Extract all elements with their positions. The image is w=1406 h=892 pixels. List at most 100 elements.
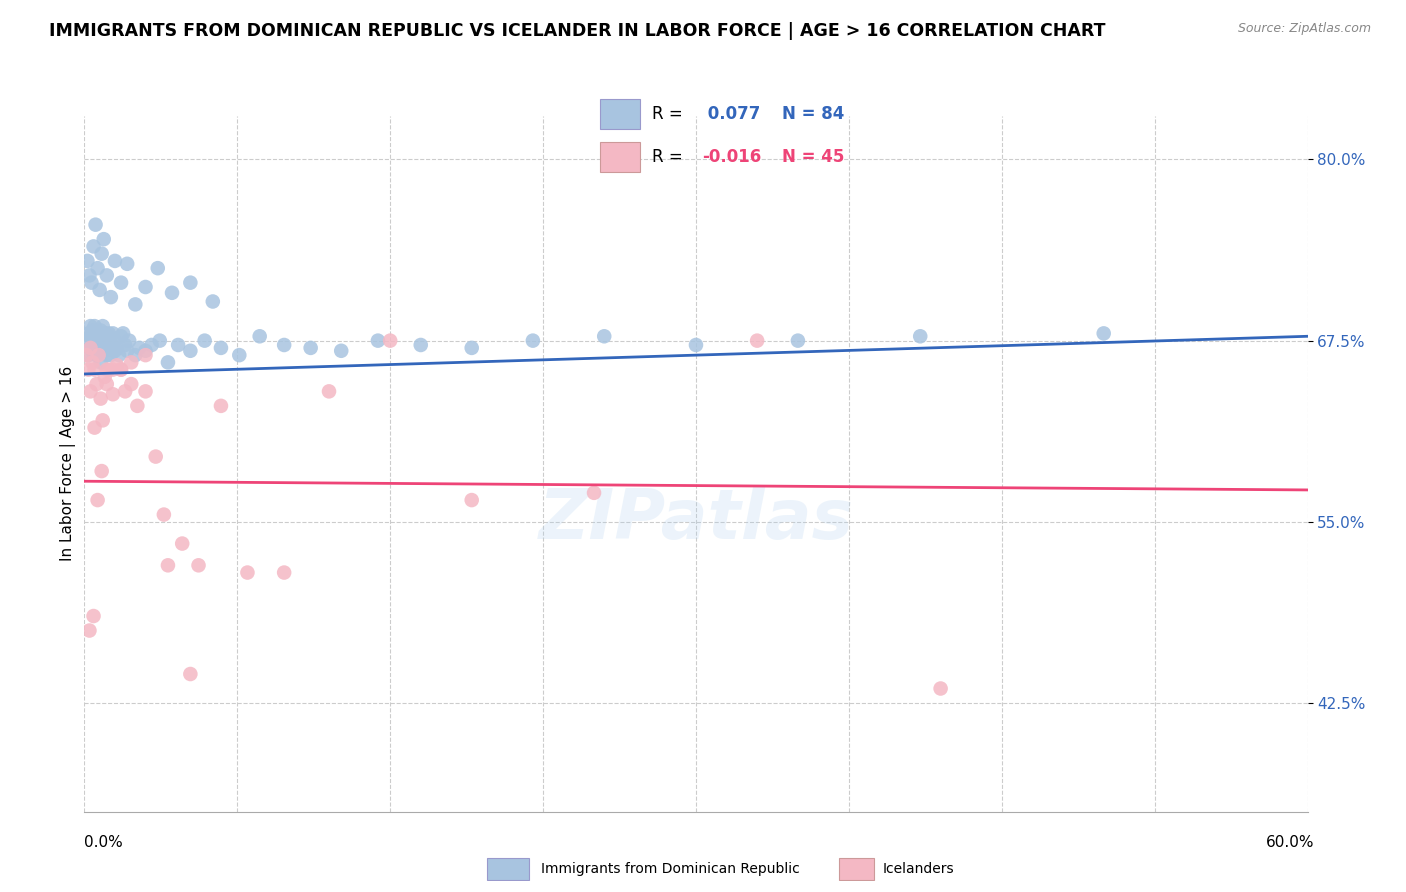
- Y-axis label: In Labor Force | Age > 16: In Labor Force | Age > 16: [60, 367, 76, 561]
- Point: [79, 268, 101, 283]
- Point: [461, 493, 484, 508]
- Point: [127, 399, 149, 413]
- Point: [128, 341, 150, 355]
- Point: [318, 384, 340, 399]
- Point: [87, 348, 110, 362]
- Point: [187, 558, 209, 573]
- Point: [179, 667, 201, 681]
- Point: [82, 343, 104, 358]
- Point: [124, 348, 146, 362]
- Point: [101, 326, 124, 341]
- Text: R =: R =: [652, 148, 689, 166]
- Text: -0.016: -0.016: [702, 148, 761, 166]
- Point: [194, 334, 217, 348]
- Point: [110, 362, 132, 376]
- Point: [76, 253, 98, 268]
- Point: [93, 232, 115, 246]
- Point: [409, 338, 432, 352]
- Point: [96, 348, 118, 362]
- Point: [110, 276, 132, 290]
- Point: [86, 261, 108, 276]
- Point: [172, 536, 194, 550]
- Point: [120, 377, 142, 392]
- Bar: [600, 98, 640, 128]
- Point: [115, 257, 138, 271]
- Point: [135, 343, 157, 358]
- Point: [124, 297, 146, 311]
- Point: [120, 355, 142, 369]
- Point: [135, 384, 157, 399]
- Point: [86, 493, 108, 508]
- Point: [522, 334, 544, 348]
- Point: [156, 558, 179, 573]
- Point: [96, 268, 118, 283]
- Point: [110, 362, 132, 376]
- Point: [82, 355, 104, 369]
- Point: [104, 343, 127, 358]
- Point: [79, 624, 101, 638]
- Point: [93, 326, 115, 341]
- Point: [685, 338, 707, 352]
- Point: [82, 324, 104, 338]
- Point: [93, 334, 115, 348]
- Text: Source: ZipAtlas.com: Source: ZipAtlas.com: [1237, 22, 1371, 36]
- Point: [79, 319, 101, 334]
- Point: [179, 276, 201, 290]
- Point: [149, 334, 172, 348]
- Point: [100, 290, 122, 304]
- Point: [115, 343, 138, 358]
- Point: [84, 218, 107, 232]
- Point: [87, 326, 110, 341]
- Point: [79, 329, 101, 343]
- Point: [100, 348, 122, 362]
- Point: [367, 334, 389, 348]
- Point: [96, 338, 118, 352]
- Point: [101, 387, 124, 401]
- Point: [79, 341, 101, 355]
- Point: [90, 355, 112, 369]
- Point: [593, 329, 616, 343]
- Point: [209, 341, 232, 355]
- Text: Immigrants from Dominican Republic: Immigrants from Dominican Republic: [541, 862, 800, 876]
- Point: [97, 362, 120, 376]
- Point: [86, 329, 108, 343]
- Point: [201, 294, 224, 309]
- Point: [83, 420, 105, 434]
- Point: [249, 329, 271, 343]
- Point: [90, 334, 112, 348]
- Point: [86, 377, 108, 392]
- Point: [160, 285, 183, 300]
- Point: [582, 485, 605, 500]
- Point: [77, 326, 100, 341]
- Point: [105, 341, 128, 355]
- Point: [118, 334, 141, 348]
- Point: [83, 319, 105, 334]
- Text: N = 45: N = 45: [782, 148, 845, 166]
- Point: [273, 566, 295, 580]
- Point: [77, 362, 100, 376]
- Text: 0.0%: 0.0%: [84, 836, 124, 850]
- Point: [100, 338, 122, 352]
- Point: [273, 338, 295, 352]
- Text: 0.077: 0.077: [702, 104, 761, 122]
- Point: [75, 348, 97, 362]
- Point: [83, 609, 105, 624]
- Point: [96, 377, 118, 392]
- Point: [787, 334, 810, 348]
- Point: [236, 566, 259, 580]
- Point: [929, 681, 952, 696]
- Point: [105, 358, 128, 373]
- Point: [104, 334, 127, 348]
- Point: [80, 276, 103, 290]
- Text: ZIPatlas: ZIPatlas: [538, 486, 853, 553]
- Point: [90, 392, 112, 406]
- Point: [145, 450, 167, 464]
- Point: [380, 334, 402, 348]
- Text: 60.0%: 60.0%: [1267, 836, 1315, 850]
- Point: [91, 319, 114, 334]
- Text: R =: R =: [652, 104, 689, 122]
- Point: [299, 341, 322, 355]
- Point: [141, 338, 163, 352]
- Point: [91, 341, 114, 355]
- Point: [83, 239, 105, 253]
